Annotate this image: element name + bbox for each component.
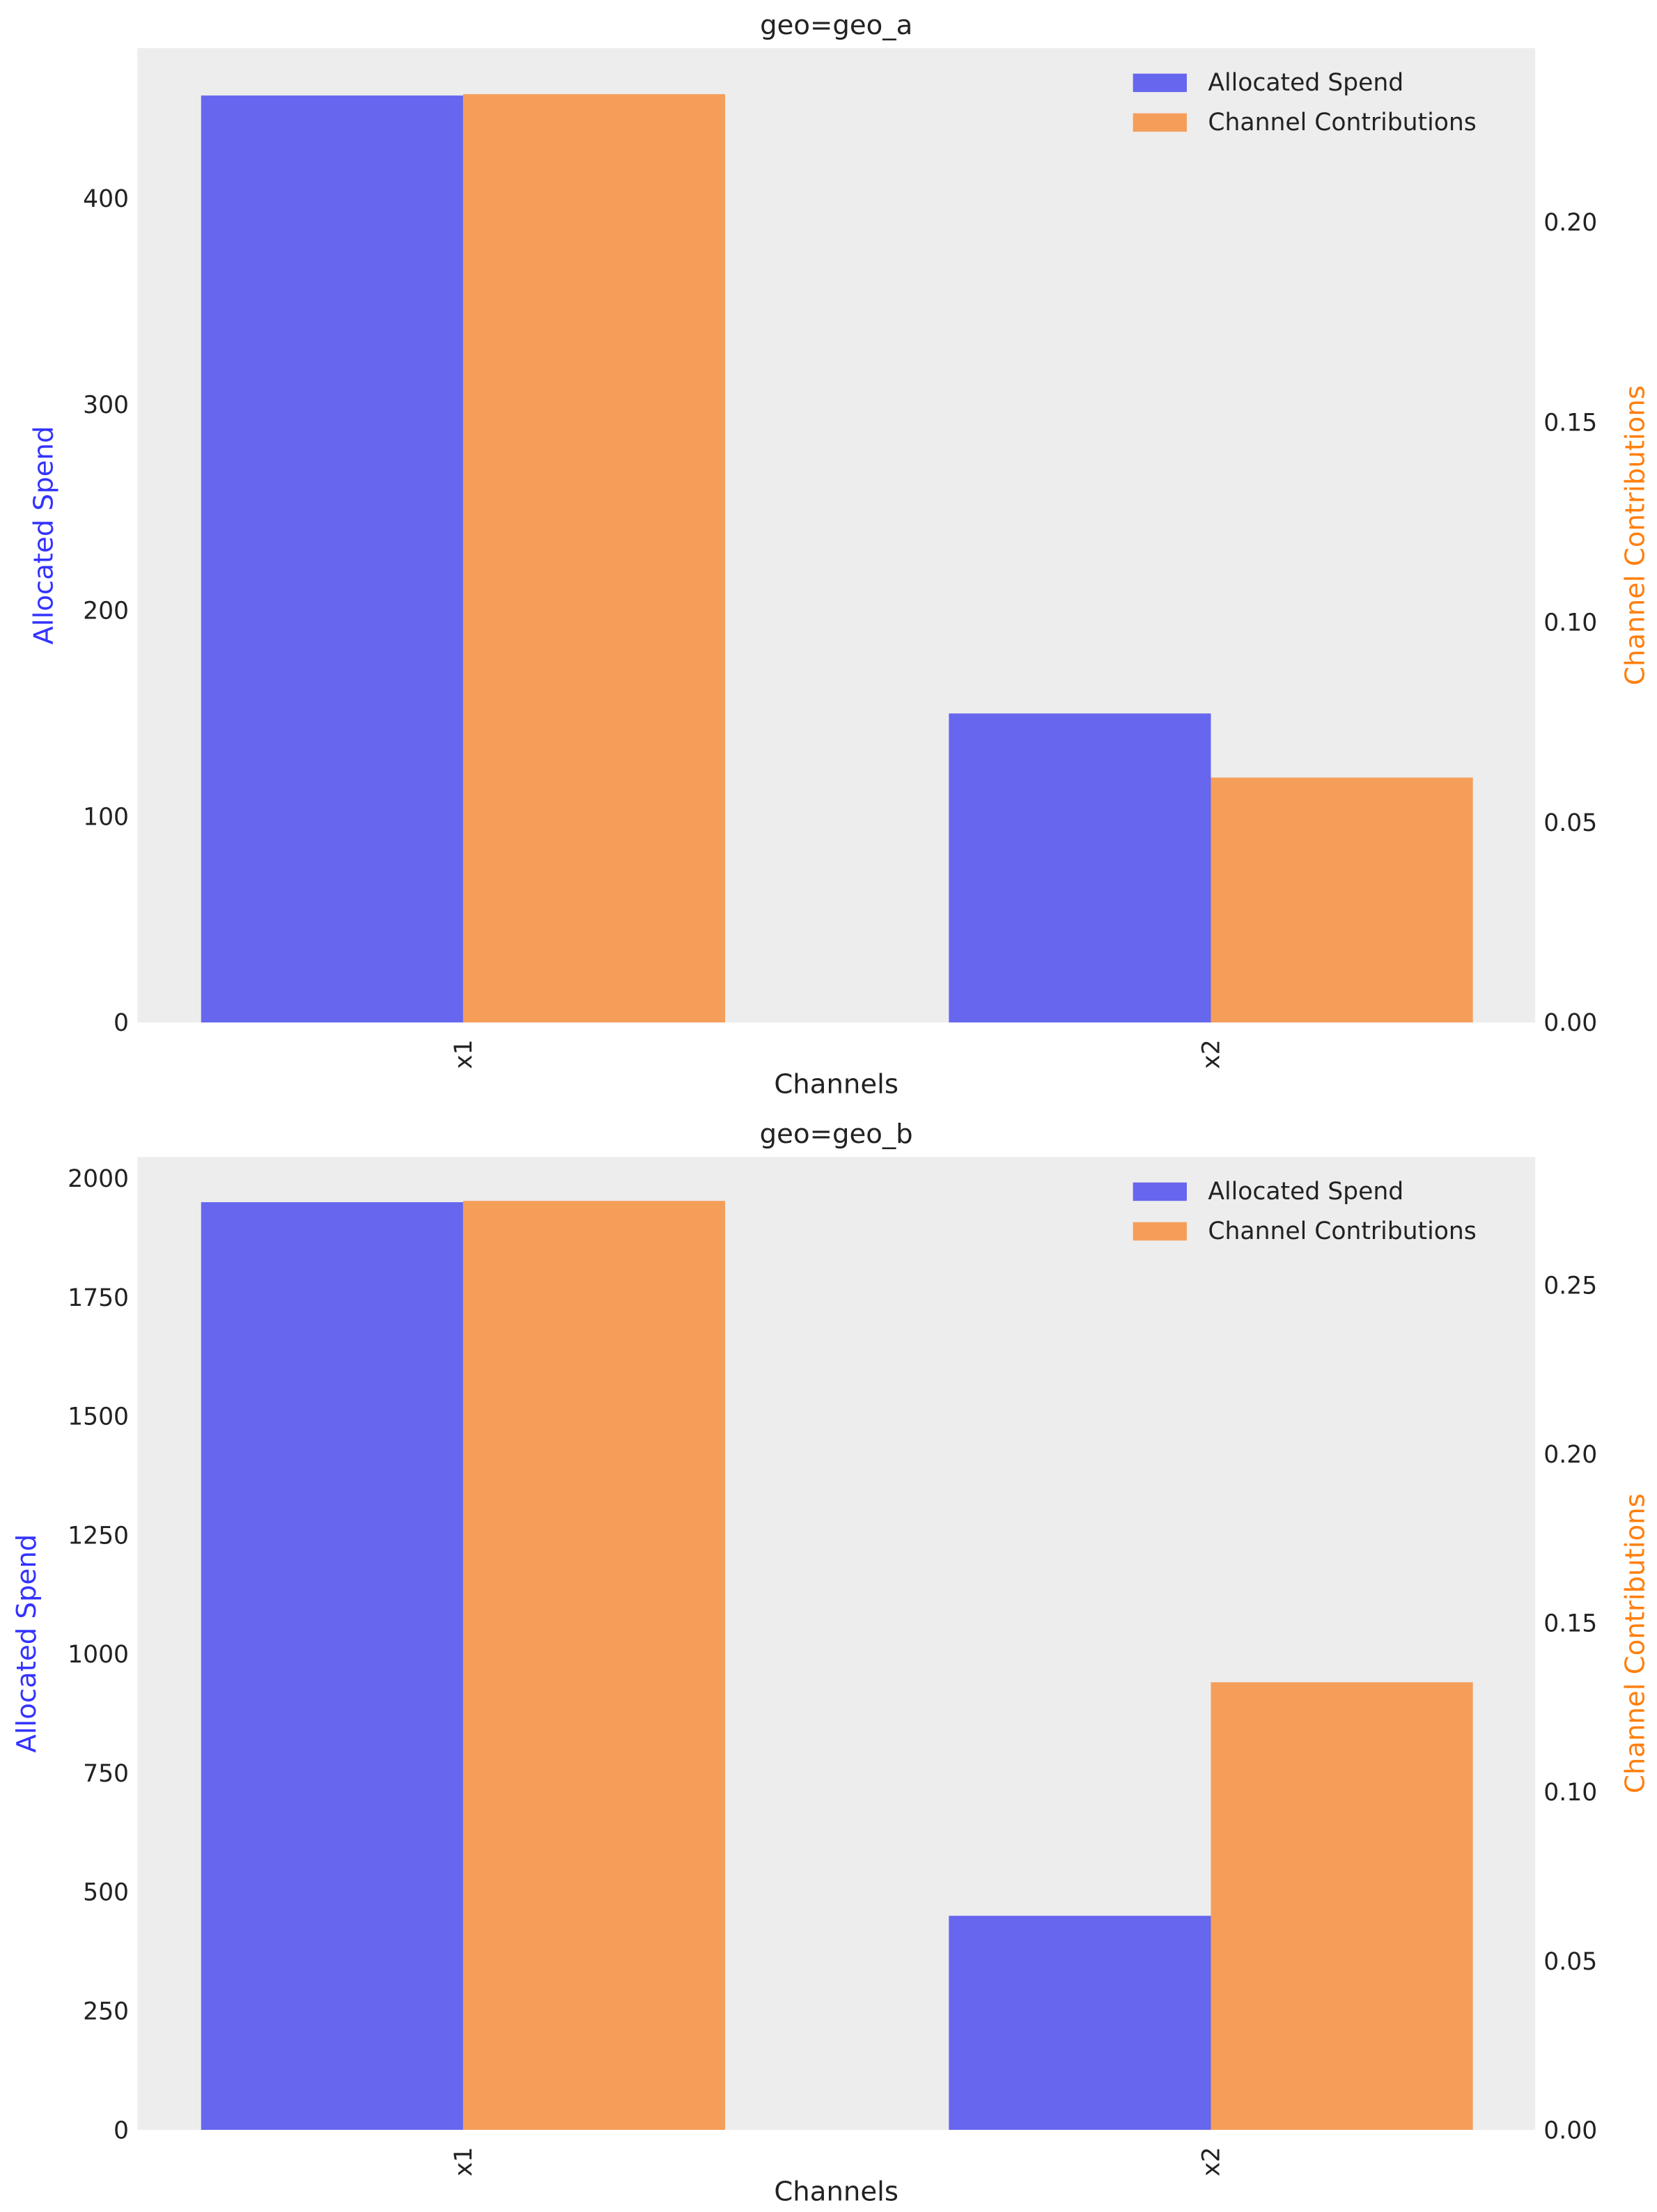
legend-label: Allocated Spend [1208, 69, 1403, 97]
y-tick-label-right: 0.10 [1543, 609, 1597, 637]
y-tick-label-left: 1250 [68, 1522, 129, 1550]
y-tick-label-left: 300 [83, 391, 129, 419]
y-tick-label-right: 0.05 [1543, 1948, 1597, 1976]
legend-swatch [1133, 1222, 1187, 1241]
chart-title: geo=geo_b [760, 1119, 913, 1150]
legend-swatch [1133, 113, 1187, 132]
y-axis-label-left: Allocated Spend [11, 1534, 42, 1753]
x-axis-label: Channels [774, 1069, 898, 1100]
x-tick-label: x2 [1198, 1039, 1226, 1068]
legend: Allocated Spend Channel Contributions [1133, 69, 1477, 137]
bar-x1-allocated-spend [201, 95, 463, 1023]
y-tick-label-left: 400 [83, 185, 129, 213]
y-tick-label-left: 750 [83, 1760, 129, 1788]
chart-title: geo=geo_a [760, 10, 912, 41]
y-axis-label-right: Channel Contributions [1620, 1493, 1651, 1793]
bar-x2-channel-contributions [1211, 777, 1473, 1023]
y-tick-label-right: 0.20 [1543, 1441, 1597, 1469]
y-tick-label-right: 0.20 [1543, 209, 1597, 237]
y-tick-label-left: 100 [83, 803, 129, 831]
y-tick-label-right: 0.00 [1543, 2117, 1597, 2144]
y-tick-label-left: 1000 [68, 1641, 129, 1669]
legend-label: Channel Contributions [1208, 109, 1476, 137]
x-axis-label: Channels [774, 2176, 898, 2208]
y-tick-label-left: 0 [114, 2117, 129, 2144]
chart-panel-2: geo=geo_b x1 x2 0 250 500 750 1000 1250 1500 1750 2… [11, 1119, 1651, 2208]
chart-panel-1: geo=geo_a x1 x2 0 100 200 300 400 0.00 0.05 0.10 0.… [28, 10, 1651, 1100]
x-tick-label: x1 [450, 2147, 478, 2176]
legend-swatch [1133, 73, 1187, 93]
y-tick-label-left: 250 [83, 1998, 129, 2026]
bar-x1-allocated-spend [201, 1202, 463, 2131]
y-tick-label-left: 0 [114, 1009, 129, 1037]
y-tick-label-right: 0.25 [1543, 1272, 1597, 1300]
y-tick-label-right: 0.15 [1543, 409, 1597, 437]
legend-label: Allocated Spend [1208, 1178, 1403, 1206]
bar-x2-channel-contributions [1211, 1682, 1473, 2131]
y-tick-label-left: 1500 [68, 1403, 129, 1431]
y-axis-label-right: Channel Contributions [1620, 385, 1651, 685]
legend: Allocated Spend Channel Contributions [1133, 1178, 1477, 1245]
y-tick-label-left: 1750 [68, 1284, 129, 1312]
y-axis-label-left: Allocated Spend [28, 426, 59, 645]
legend-swatch [1133, 1182, 1187, 1201]
y-tick-label-left: 2000 [68, 1165, 129, 1193]
y-tick-label-right: 0.05 [1543, 809, 1597, 837]
legend-label: Channel Contributions [1208, 1217, 1476, 1245]
y-tick-label-left: 500 [83, 1879, 129, 1907]
y-tick-label-right: 0.15 [1543, 1610, 1597, 1638]
x-tick-label: x2 [1198, 2147, 1226, 2176]
y-tick-label-right: 0.10 [1543, 1779, 1597, 1807]
bar-x1-channel-contributions [462, 1201, 726, 2131]
bar-x2-allocated-spend [949, 713, 1211, 1023]
y-tick-label-right: 0.00 [1543, 1009, 1597, 1037]
y-tick-label-left: 200 [83, 598, 129, 625]
bar-x2-allocated-spend [949, 1915, 1211, 2131]
x-tick-label: x1 [450, 1039, 478, 1068]
bar-x1-channel-contributions [462, 94, 726, 1023]
